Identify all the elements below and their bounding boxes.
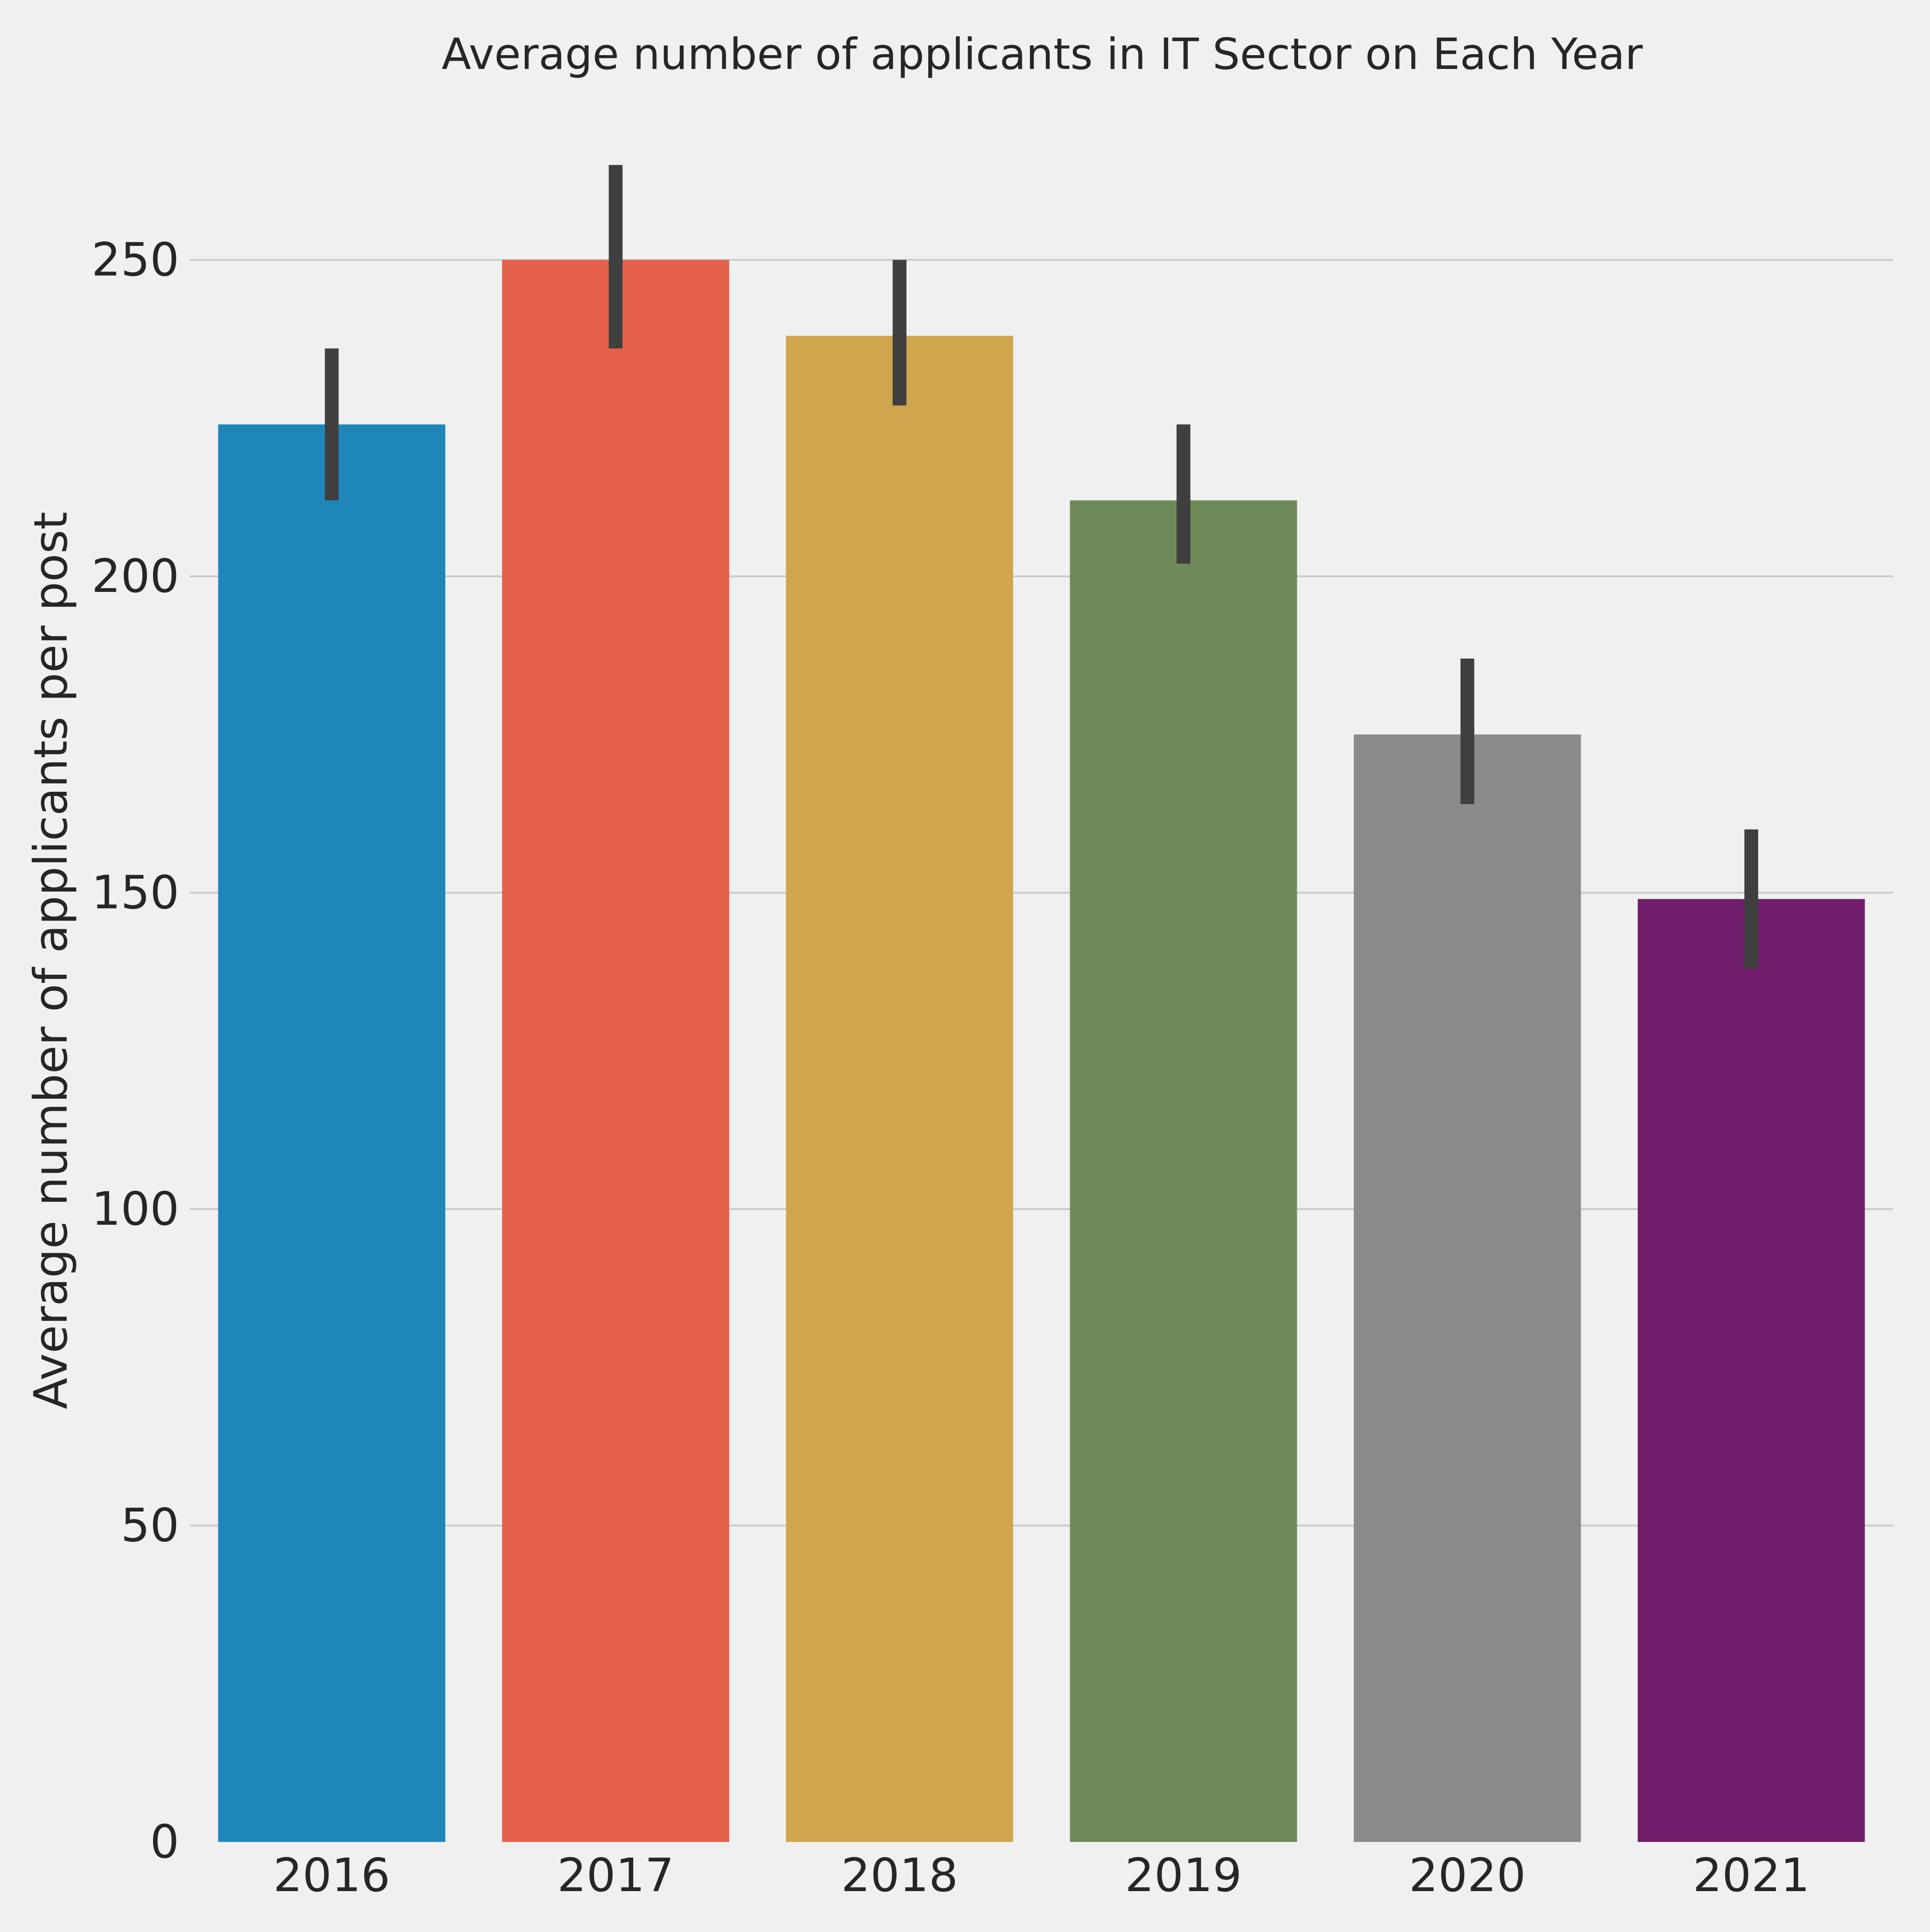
chart-title: Average number of applicants in IT Secto… [442, 29, 1643, 80]
y-tick-50: 50 [121, 1499, 179, 1552]
bar-2020 [1354, 734, 1581, 1842]
y-axis-label: Average number of applicants per post [24, 511, 78, 1409]
x-tick-2021: 2021 [1693, 1848, 1810, 1902]
bar-2019 [1070, 500, 1297, 1842]
y-tick-0: 0 [150, 1815, 179, 1869]
bar-2018 [786, 335, 1013, 1842]
x-tick-labels: 2016 2017 2018 2019 2020 2021 [273, 1848, 1810, 1902]
error-bars [324, 165, 1759, 969]
bar-2016 [218, 424, 446, 1842]
bars [218, 260, 1865, 1842]
x-tick-2018: 2018 [841, 1848, 958, 1902]
x-tick-2016: 2016 [273, 1848, 391, 1902]
y-tick-250: 250 [91, 233, 179, 287]
y-tick-labels: 0 50 100 150 200 250 [91, 233, 179, 1869]
x-tick-2020: 2020 [1409, 1848, 1526, 1902]
y-tick-200: 200 [91, 549, 179, 603]
x-tick-2019: 2019 [1125, 1848, 1242, 1902]
bar-2017 [502, 260, 729, 1842]
gridlines [190, 259, 1893, 1527]
y-tick-100: 100 [91, 1182, 179, 1236]
y-tick-150: 150 [91, 866, 179, 920]
bar-2021 [1637, 899, 1865, 1842]
x-tick-2017: 2017 [557, 1848, 675, 1902]
